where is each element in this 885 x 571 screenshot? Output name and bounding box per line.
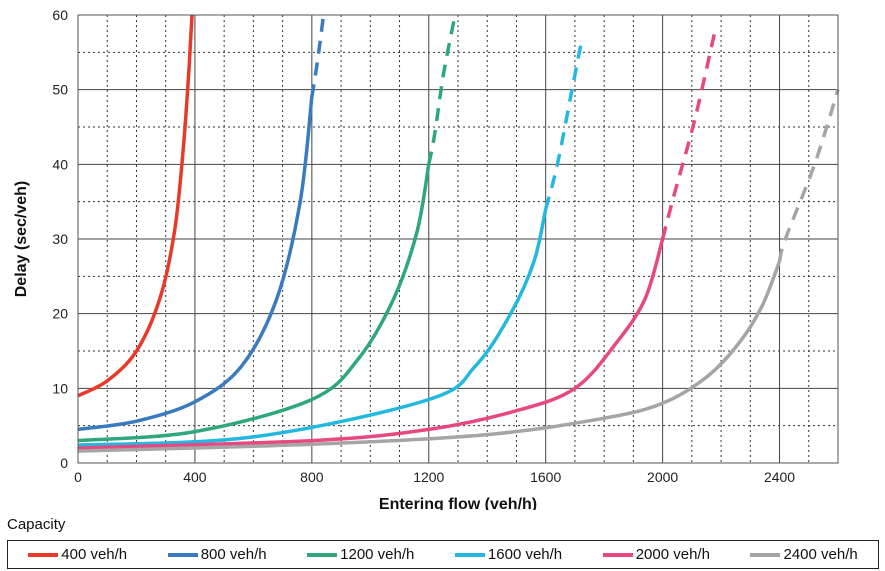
legend-swatch — [602, 552, 633, 557]
legend-swatch — [750, 552, 781, 557]
series-line-3 — [77, 208, 548, 447]
legend-item: 2400 veh/h — [750, 546, 858, 563]
x-tick-label: 1600 — [530, 469, 561, 485]
series-line-0 — [77, 14, 194, 398]
y-tick-label: 50 — [52, 82, 68, 98]
y-tick-label: 20 — [52, 306, 68, 322]
x-tick-label: 1200 — [413, 469, 444, 485]
plot-border — [77, 14, 839, 464]
series-dashed-4 — [660, 29, 717, 240]
legend-label: 1200 veh/h — [340, 546, 415, 563]
series-dashed-1 — [310, 14, 326, 98]
x-tick-label: 2000 — [647, 469, 678, 485]
y-tick-label: 60 — [52, 7, 68, 23]
legend-label: 400 veh/h — [61, 546, 128, 563]
legend-swatch — [454, 552, 485, 557]
legend-swatch — [28, 552, 59, 557]
legend-label: 2400 veh/h — [783, 546, 858, 563]
series-dashed-5 — [777, 89, 840, 262]
legend-label: 800 veh/h — [200, 546, 267, 563]
ticks: 0 400 800 1200 1600 2000 2400 0 10 20 30 40 50 60 — [52, 7, 795, 485]
legend-item: 2000 veh/h — [602, 546, 710, 563]
legend-item: 800 veh/h — [167, 546, 267, 563]
series-line-5 — [77, 260, 782, 453]
chart: 0 400 800 1200 1600 2000 2400 0 10 20 30 40 50 60 Ent… — [13, 7, 840, 510]
y-axis-title: Delay (sec/veh) — [13, 181, 30, 298]
legend-swatch — [167, 552, 198, 557]
y-tick-label: 10 — [52, 380, 68, 396]
legend-label: 1600 veh/h — [487, 546, 563, 563]
y-tick-label: 0 — [60, 455, 68, 471]
x-tick-label: 400 — [183, 469, 207, 485]
y-tick-label: 30 — [52, 231, 68, 247]
x-axis-title: Entering flow (veh/h) — [379, 496, 537, 510]
legend-item: 400 veh/h — [28, 546, 127, 563]
legend-title: Capacity — [7, 516, 66, 533]
legend-label: 2000 veh/h — [635, 546, 710, 563]
grid — [78, 15, 838, 463]
series-dashed-2 — [427, 14, 457, 165]
x-tick-label: 2400 — [764, 469, 795, 485]
x-tick-label: 0 — [74, 469, 82, 485]
legend-item: 1200 veh/h — [307, 546, 414, 563]
x-tick-label: 800 — [300, 469, 324, 485]
series-line-1 — [77, 96, 314, 432]
legend-item: 1600 veh/h — [454, 546, 563, 563]
legend: 400 veh/h 800 veh/h 1200 veh/h 1600 veh/h 20… — [7, 540, 879, 569]
series-line-2 — [77, 163, 431, 443]
series-layer — [77, 14, 840, 453]
series-line-4 — [77, 238, 665, 450]
legend-swatch — [307, 552, 338, 557]
y-tick-label: 40 — [52, 156, 68, 172]
